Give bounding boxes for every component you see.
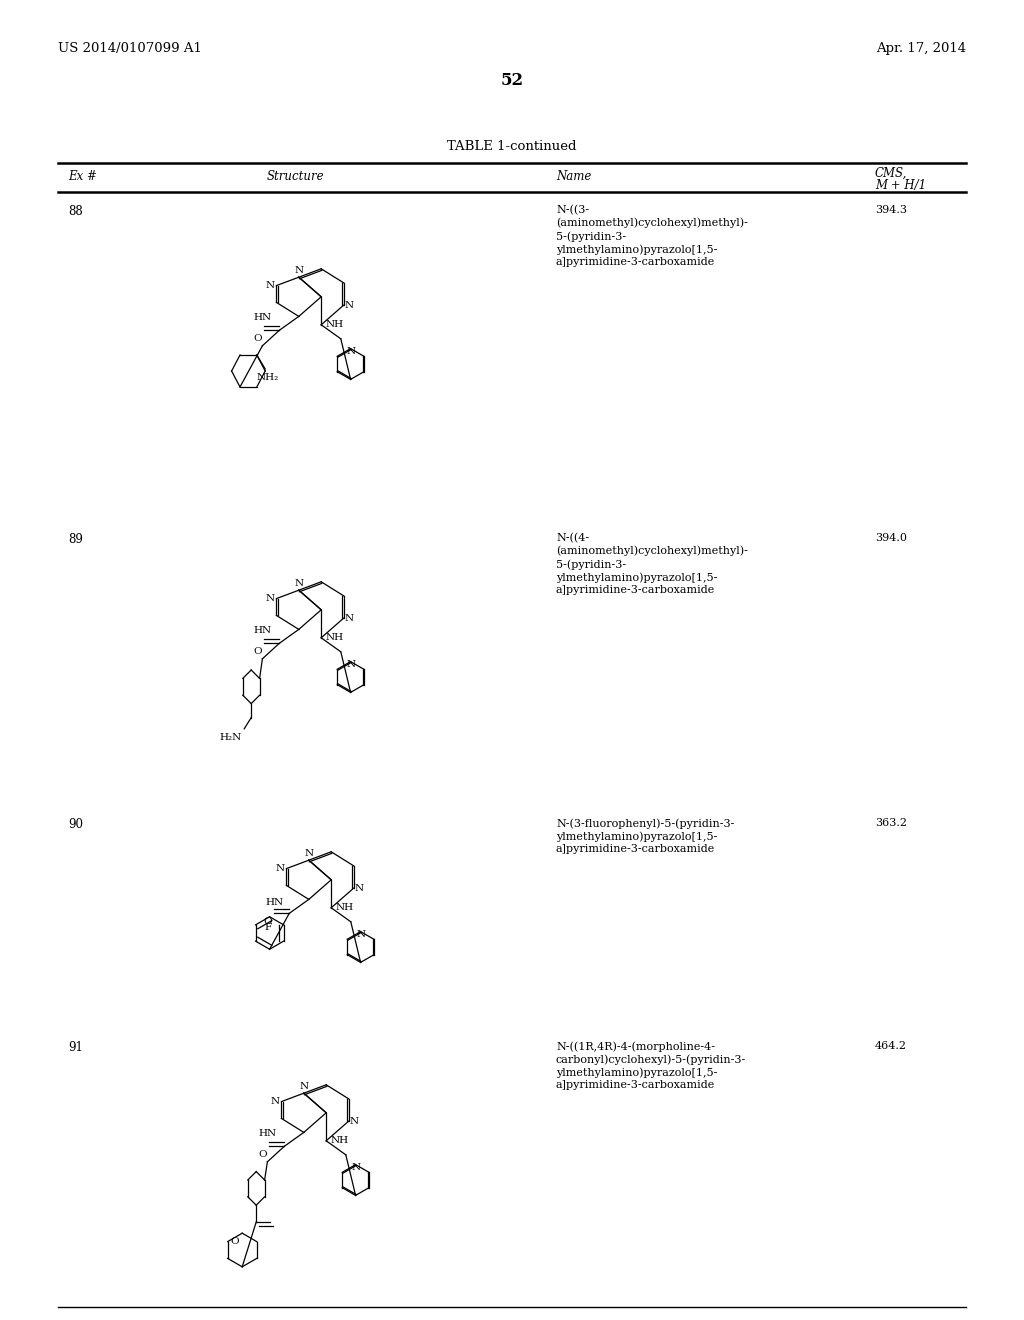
Text: O: O xyxy=(258,1151,267,1159)
Text: NH₂: NH₂ xyxy=(256,374,279,381)
Text: US 2014/0107099 A1: US 2014/0107099 A1 xyxy=(58,42,202,55)
Text: O: O xyxy=(263,917,271,927)
Text: 88: 88 xyxy=(68,205,83,218)
Text: Ex #: Ex # xyxy=(68,170,97,183)
Text: N: N xyxy=(304,849,313,858)
Text: 464.2: 464.2 xyxy=(874,1041,907,1051)
Text: O: O xyxy=(253,334,262,343)
Text: HN: HN xyxy=(265,899,284,907)
Text: N: N xyxy=(345,614,354,623)
Text: N-((4-
(aminomethyl)cyclohexyl)methyl)-
5-(pyridin-3-
ylmethylamino)pyrazolo[1,5: N-((4- (aminomethyl)cyclohexyl)methyl)- … xyxy=(556,533,748,595)
Text: O: O xyxy=(253,647,262,656)
Text: 52: 52 xyxy=(501,73,523,88)
Text: 89: 89 xyxy=(68,533,83,546)
Text: Apr. 17, 2014: Apr. 17, 2014 xyxy=(876,42,966,55)
Text: N: N xyxy=(265,594,274,603)
Text: 91: 91 xyxy=(68,1041,83,1053)
Text: 363.2: 363.2 xyxy=(874,818,907,828)
Text: N: N xyxy=(270,1097,280,1106)
Text: HN: HN xyxy=(253,627,271,635)
Text: N: N xyxy=(294,579,303,589)
Text: N: N xyxy=(345,301,354,310)
Text: HN: HN xyxy=(253,313,271,322)
Text: N: N xyxy=(350,1117,359,1126)
Text: CMS,: CMS, xyxy=(874,168,907,180)
Text: N: N xyxy=(299,1082,308,1092)
Text: Structure: Structure xyxy=(266,170,324,183)
Text: TABLE 1-continued: TABLE 1-continued xyxy=(447,140,577,153)
Text: NH: NH xyxy=(326,634,343,643)
Text: NH: NH xyxy=(335,903,353,912)
Text: 394.3: 394.3 xyxy=(874,205,907,215)
Text: Name: Name xyxy=(556,170,592,183)
Text: N-((3-
(aminomethyl)cyclohexyl)methyl)-
5-(pyridin-3-
ylmethylamino)pyrazolo[1,5: N-((3- (aminomethyl)cyclohexyl)methyl)- … xyxy=(556,205,748,267)
Text: NH: NH xyxy=(330,1137,348,1146)
Text: N: N xyxy=(351,1163,360,1172)
Text: N: N xyxy=(346,660,355,669)
Text: NH: NH xyxy=(326,321,343,329)
Text: 90: 90 xyxy=(68,818,83,832)
Text: N-(3-fluorophenyl)-5-(pyridin-3-
ylmethylamino)pyrazolo[1,5-
a]pyrimidine-3-carb: N-(3-fluorophenyl)-5-(pyridin-3- ylmethy… xyxy=(556,818,734,854)
Text: N: N xyxy=(275,865,284,873)
Text: H₂N: H₂N xyxy=(220,733,243,742)
Text: 394.0: 394.0 xyxy=(874,533,907,543)
Text: N: N xyxy=(294,267,303,276)
Text: N: N xyxy=(355,883,365,892)
Text: M + H/1: M + H/1 xyxy=(874,180,926,191)
Text: N-((1R,4R)-4-(morpholine-4-
carbonyl)cyclohexyl)-5-(pyridin-3-
ylmethylamino)pyr: N-((1R,4R)-4-(morpholine-4- carbonyl)cyc… xyxy=(556,1041,746,1090)
Text: N: N xyxy=(356,931,366,939)
Text: F: F xyxy=(264,923,271,932)
Text: N: N xyxy=(265,281,274,290)
Text: O: O xyxy=(230,1237,240,1246)
Text: N: N xyxy=(346,347,355,356)
Text: HN: HN xyxy=(258,1130,276,1138)
